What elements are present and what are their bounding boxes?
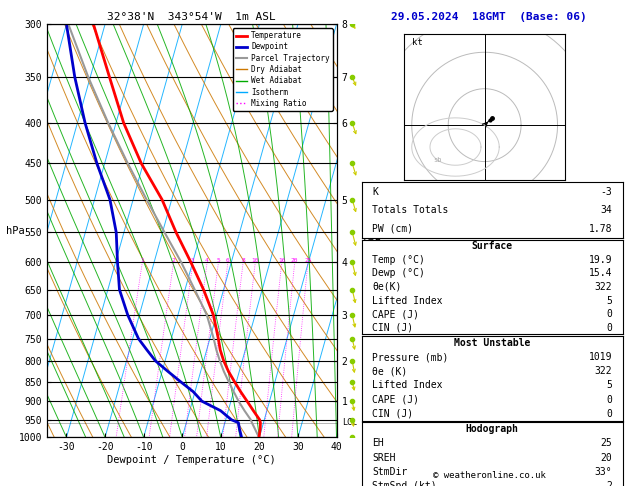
Text: 34: 34 xyxy=(601,205,612,215)
Text: 10: 10 xyxy=(252,258,259,263)
Text: 4: 4 xyxy=(205,258,209,263)
Title: 32°38'N  343°54'W  1m ASL: 32°38'N 343°54'W 1m ASL xyxy=(108,12,276,22)
Text: 5: 5 xyxy=(606,381,612,390)
Text: K: K xyxy=(372,187,378,196)
Text: 0: 0 xyxy=(606,409,612,419)
Text: CIN (J): CIN (J) xyxy=(372,409,413,419)
Text: CAPE (J): CAPE (J) xyxy=(372,395,419,405)
Text: 1.78: 1.78 xyxy=(589,224,612,234)
Text: Surface: Surface xyxy=(472,242,513,251)
Text: 5: 5 xyxy=(606,295,612,306)
Text: 29.05.2024  18GMT  (Base: 06): 29.05.2024 18GMT (Base: 06) xyxy=(391,12,587,22)
Text: 16: 16 xyxy=(278,258,286,263)
Text: 8: 8 xyxy=(241,258,245,263)
Text: -3: -3 xyxy=(601,187,612,196)
Text: © weatheronline.co.uk: © weatheronline.co.uk xyxy=(433,471,545,480)
Text: Dewp (°C): Dewp (°C) xyxy=(372,268,425,278)
Text: 0: 0 xyxy=(606,395,612,405)
Text: Lifted Index: Lifted Index xyxy=(372,295,443,306)
Text: kt: kt xyxy=(412,38,423,47)
Y-axis label: km
ASL: km ASL xyxy=(364,220,381,242)
Text: θe (K): θe (K) xyxy=(372,366,408,376)
Text: 0: 0 xyxy=(606,309,612,319)
Text: θe(K): θe(K) xyxy=(372,282,401,292)
Text: CIN (J): CIN (J) xyxy=(372,323,413,332)
Text: 0: 0 xyxy=(606,323,612,332)
Text: 3: 3 xyxy=(191,258,194,263)
Text: 2: 2 xyxy=(172,258,175,263)
Text: 25: 25 xyxy=(601,438,612,449)
Text: 5: 5 xyxy=(216,258,220,263)
Text: 20: 20 xyxy=(601,452,612,463)
Text: 15.4: 15.4 xyxy=(589,268,612,278)
Text: 20: 20 xyxy=(291,258,298,263)
Text: Totals Totals: Totals Totals xyxy=(372,205,448,215)
Text: 2: 2 xyxy=(606,481,612,486)
Text: Lifted Index: Lifted Index xyxy=(372,381,443,390)
Text: CAPE (J): CAPE (J) xyxy=(372,309,419,319)
X-axis label: Dewpoint / Temperature (°C): Dewpoint / Temperature (°C) xyxy=(108,455,276,465)
Text: Hodograph: Hodograph xyxy=(465,424,519,434)
Text: StmDir: StmDir xyxy=(372,467,408,477)
Text: StmSpd (kt): StmSpd (kt) xyxy=(372,481,437,486)
Text: 322: 322 xyxy=(594,366,612,376)
Legend: Temperature, Dewpoint, Parcel Trajectory, Dry Adiabat, Wet Adiabat, Isotherm, Mi: Temperature, Dewpoint, Parcel Trajectory… xyxy=(233,28,333,111)
Text: Pressure (mb): Pressure (mb) xyxy=(372,352,448,362)
Text: PW (cm): PW (cm) xyxy=(372,224,413,234)
Text: Most Unstable: Most Unstable xyxy=(454,338,530,348)
Text: 1019: 1019 xyxy=(589,352,612,362)
Text: 6: 6 xyxy=(226,258,230,263)
Text: 19.9: 19.9 xyxy=(589,255,612,265)
Text: hPa: hPa xyxy=(6,226,25,236)
Text: LCL: LCL xyxy=(342,418,357,427)
Text: Temp (°C): Temp (°C) xyxy=(372,255,425,265)
Text: 322: 322 xyxy=(594,282,612,292)
Text: EH: EH xyxy=(372,438,384,449)
Text: sb: sb xyxy=(433,156,442,163)
Text: SREH: SREH xyxy=(372,452,396,463)
Text: 1: 1 xyxy=(140,258,144,263)
Text: 33°: 33° xyxy=(594,467,612,477)
Text: 25: 25 xyxy=(304,258,311,263)
